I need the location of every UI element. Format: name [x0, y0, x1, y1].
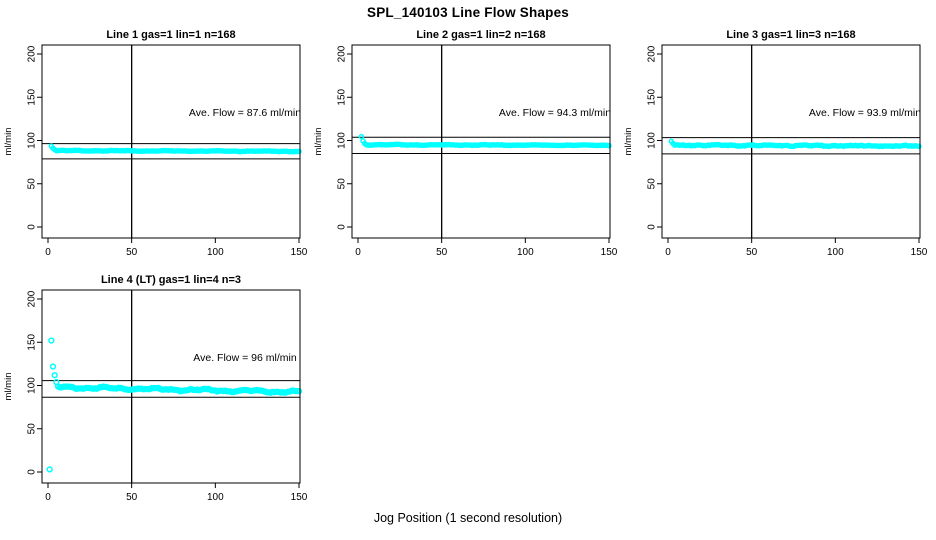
- x-tick-label: 150: [291, 247, 308, 258]
- y-tick-label: 200: [27, 290, 38, 307]
- plot-area-svg: 0 50 100 150 200 0 50 100 150 ml/min: [623, 44, 928, 258]
- flow-data-point: [51, 371, 58, 379]
- plot-box: [351, 44, 611, 239]
- panel-line4: Line 4 (LT) gas=1 lin=4 n=3 Ave. Flow = …: [0, 270, 310, 515]
- flow-data-point: [916, 143, 922, 150]
- x-tick-label: 150: [291, 492, 308, 503]
- plot-group: 0 50 100 150 200 0 50 100 150 ml/min: [3, 289, 308, 503]
- plot-box: [661, 44, 921, 239]
- flow-data-point: [49, 363, 57, 370]
- plot-group: 0 50 100 150 200 0 50 100 150 ml/min: [3, 44, 308, 258]
- plot-group: 0 50 100 150 200 0 50 100 150 ml/min: [313, 44, 618, 258]
- x-tick-label: 150: [601, 247, 618, 258]
- y-tick-label: 150: [27, 333, 38, 350]
- panel-line1: Line 1 gas=1 lin=1 n=168 Ave. Flow = 87.…: [0, 25, 310, 270]
- y-tick-label: 50: [337, 178, 348, 190]
- x-tick-label: 50: [746, 247, 758, 258]
- x-tick-label: 150: [911, 247, 928, 258]
- plot-area-svg: 0 50 100 150 200 0 50 100 150 ml/min: [313, 44, 618, 258]
- y-tick-label: 200: [27, 45, 38, 62]
- y-tick-label: 150: [337, 88, 348, 105]
- y-axis-unit-label: ml/min: [3, 373, 14, 401]
- panel-line3-ave-flow-annotation: Ave. Flow = 93.9 ml/min: [808, 107, 922, 119]
- panel-line1-ave-flow-annotation: Ave. Flow = 87.6 ml/min: [188, 107, 302, 119]
- x-tick-label: 0: [355, 247, 361, 258]
- panel-line4-ave-flow-annotation: Ave. Flow = 96 ml/min: [193, 352, 297, 364]
- flow-data-point: [48, 337, 55, 344]
- y-tick-label: 0: [27, 469, 38, 475]
- y-tick-label: 0: [337, 224, 348, 230]
- flow-data-point: [296, 148, 302, 155]
- x-tick-label: 100: [827, 247, 844, 258]
- plot-group: 0 50 100 150 200 0 50 100 150 ml/min: [623, 44, 928, 258]
- y-tick-label: 50: [27, 423, 38, 435]
- x-tick-label: 0: [665, 247, 671, 258]
- y-tick-label: 150: [27, 88, 38, 105]
- y-tick-label: 200: [337, 45, 348, 62]
- y-tick-label: 0: [647, 224, 658, 230]
- plot-area-svg: 0 50 100 150 200 0 50 100 150 ml/min: [3, 44, 308, 258]
- x-tick-label: 50: [126, 247, 138, 258]
- y-tick-label: 100: [337, 132, 348, 149]
- y-axis-unit-label: ml/min: [623, 128, 634, 156]
- x-axis-label: Jog Position (1 second resolution): [373, 511, 563, 525]
- plot-box: [41, 289, 301, 484]
- y-tick-label: 200: [647, 45, 658, 62]
- x-tick-label: 100: [207, 247, 224, 258]
- flow-data-point: [46, 466, 53, 473]
- panel-line3: Line 3 gas=1 lin=3 n=168 Ave. Flow = 93.…: [620, 25, 930, 270]
- y-axis-unit-label: ml/min: [3, 128, 14, 156]
- panel-line2: Line 2 gas=1 lin=2 n=168 Ave. Flow = 94.…: [310, 25, 620, 270]
- y-tick-label: 50: [27, 178, 38, 190]
- y-tick-label: 100: [27, 377, 38, 394]
- panel-line1-title: Line 1 gas=1 lin=1 n=168: [106, 29, 236, 41]
- panel-line2-ave-flow-annotation: Ave. Flow = 94.3 ml/min: [498, 107, 612, 119]
- flow-data-point: [606, 142, 612, 149]
- x-tick-label: 100: [207, 492, 224, 503]
- y-tick-label: 50: [647, 178, 658, 190]
- panel-line3-title: Line 3 gas=1 lin=3 n=168: [726, 29, 856, 41]
- plot-area-svg: 0 50 100 150 200 0 50 100 150 ml/min: [3, 289, 308, 503]
- x-tick-label: 0: [45, 492, 51, 503]
- y-tick-label: 0: [27, 224, 38, 230]
- x-tick-label: 50: [436, 247, 448, 258]
- x-tick-label: 0: [45, 247, 51, 258]
- chart-main-title: SPL_140103 Line Flow Shapes: [367, 5, 569, 20]
- y-axis-unit-label: ml/min: [313, 128, 324, 156]
- y-tick-label: 100: [647, 132, 658, 149]
- y-tick-label: 150: [647, 88, 658, 105]
- x-tick-label: 50: [126, 492, 138, 503]
- plot-box: [41, 44, 301, 239]
- x-tick-label: 100: [517, 247, 534, 258]
- panel-line4-title: Line 4 (LT) gas=1 lin=4 n=3: [100, 274, 242, 286]
- flow-data-point: [358, 133, 365, 140]
- flow-data-point: [295, 388, 303, 395]
- panel-line2-title: Line 2 gas=1 lin=2 n=168: [416, 29, 546, 41]
- y-tick-label: 100: [27, 132, 38, 149]
